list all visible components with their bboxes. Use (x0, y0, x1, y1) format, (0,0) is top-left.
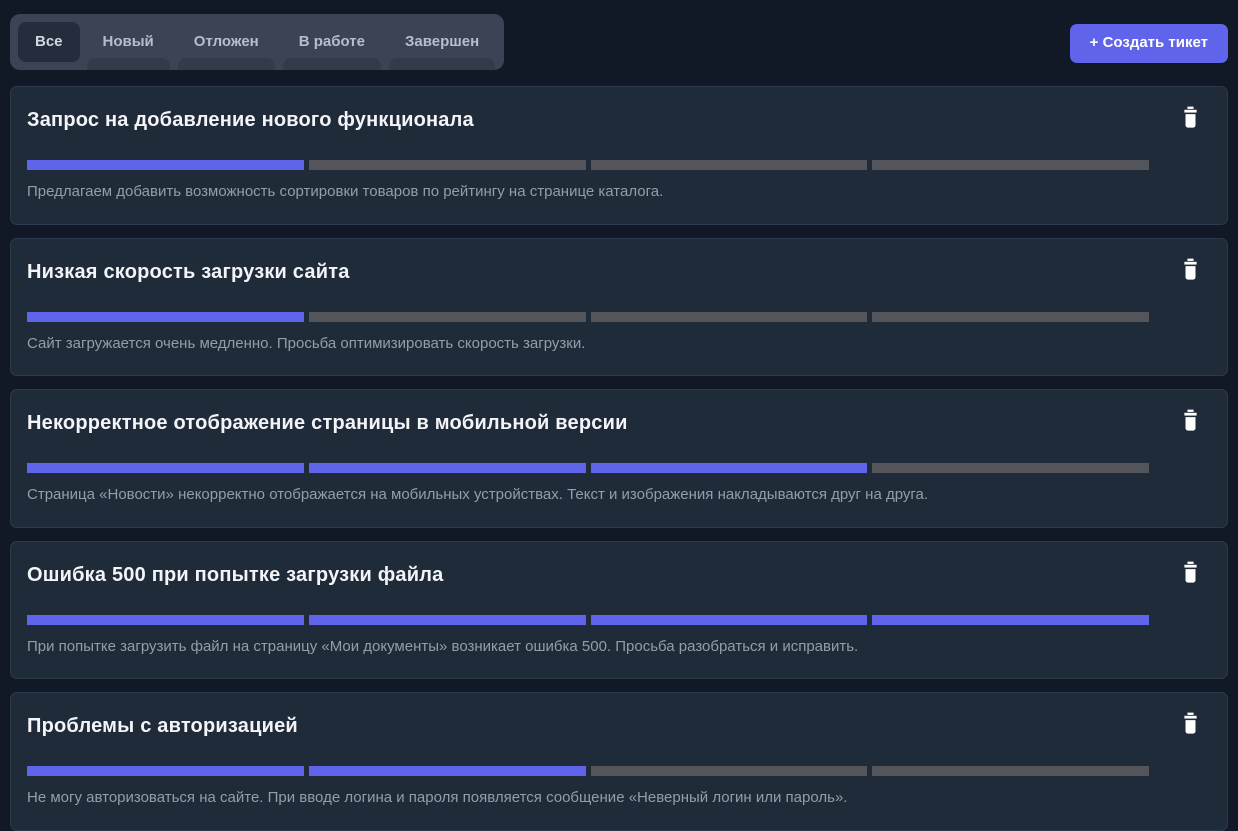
progress-segment (872, 311, 1149, 322)
progress-segment (872, 766, 1149, 776)
delete-ticket-button[interactable] (1178, 406, 1203, 436)
ticket-card: Некорректное отображение страницы в моби… (10, 389, 1228, 528)
progress-segment (590, 614, 868, 625)
ticket-list: Запрос на добавление нового функционала … (10, 86, 1228, 831)
progress-segment (308, 614, 586, 625)
trash-icon (1184, 258, 1197, 280)
delete-ticket-button[interactable] (1178, 558, 1203, 588)
ticket-progress-bar (27, 311, 1149, 322)
ticket-progress-bar (27, 614, 1149, 625)
ticket-card: Запрос на добавление нового функционала … (10, 86, 1228, 225)
ticket-title: Низкая скорость загрузки сайта (27, 260, 350, 283)
ticket-title: Запрос на добавление нового функционала (27, 109, 474, 131)
status-tabbar: Все Новый Отложен В работе Завершен (10, 14, 505, 70)
progress-segment (308, 311, 586, 322)
create-ticket-button[interactable]: + Создать тикет (1069, 24, 1228, 63)
ticket-title: Некорректное отображение страницы в моби… (27, 412, 628, 434)
ticket-progress-bar (27, 463, 1149, 473)
delete-ticket-button[interactable] (1178, 103, 1203, 133)
progress-segment (590, 463, 868, 473)
progress-segment (308, 463, 586, 473)
progress-segment (872, 463, 1149, 473)
progress-segment (590, 311, 868, 322)
trash-icon (1184, 409, 1197, 431)
progress-segment (27, 160, 304, 170)
tab-new[interactable]: Новый (86, 22, 171, 70)
delete-ticket-button[interactable] (1178, 255, 1203, 285)
ticket-description: Сайт загружается очень медленно. Просьба… (27, 334, 586, 352)
ticket-progress-bar (27, 160, 1149, 170)
ticket-title: Проблемы с авторизацией (27, 715, 298, 737)
ticket-card: Ошибка 500 при попытке загрузки файла Пр… (10, 540, 1228, 679)
progress-segment (27, 766, 304, 776)
ticket-card: Проблемы с авторизацией Не могу авторизо… (10, 692, 1228, 831)
trash-icon (1184, 561, 1197, 583)
ticket-progress-bar (27, 766, 1149, 776)
tab-all[interactable]: Все (18, 22, 80, 62)
ticket-description: Не могу авторизоваться на сайте. При вво… (27, 789, 848, 806)
ticket-description: Предлагаем добавить возможность сортиров… (27, 183, 664, 200)
ticket-description: При попытке загрузить файл на страницу «… (27, 637, 859, 655)
progress-segment (308, 160, 586, 170)
progress-segment (27, 311, 304, 322)
progress-segment (872, 614, 1149, 625)
ticket-description: Страница «Новости» некорректно отображае… (27, 486, 929, 503)
progress-segment (27, 614, 304, 625)
tab-completed[interactable]: Завершен (388, 22, 496, 70)
tab-postponed[interactable]: Отложен (177, 22, 276, 70)
ticket-card: Низкая скорость загрузки сайта Сайт загр… (10, 237, 1228, 376)
progress-segment (590, 766, 868, 776)
trash-icon (1184, 712, 1197, 734)
tab-in-progress[interactable]: В работе (282, 22, 382, 70)
progress-segment (872, 160, 1149, 170)
progress-segment (590, 160, 868, 170)
progress-segment (308, 766, 586, 776)
page-header: Все Новый Отложен В работе Завершен + Со… (10, 14, 1228, 70)
ticket-title: Ошибка 500 при попытке загрузки файла (27, 563, 444, 586)
progress-segment (27, 463, 304, 473)
trash-icon (1184, 106, 1197, 128)
delete-ticket-button[interactable] (1178, 709, 1203, 739)
